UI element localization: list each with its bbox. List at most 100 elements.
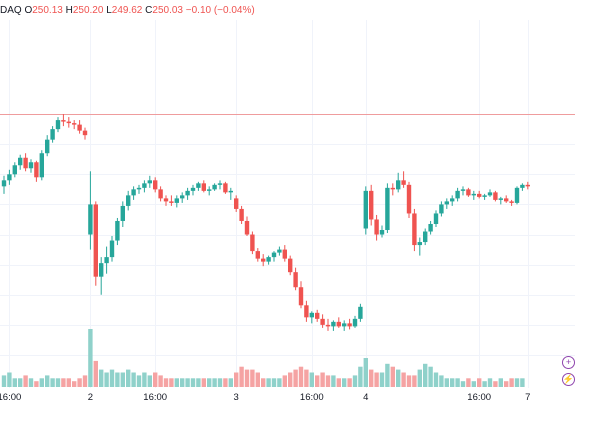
volume-bar [1,375,7,387]
volume-bar [336,378,341,387]
candle-body [104,257,109,264]
candle-body [282,249,287,259]
volume-bar [293,369,298,387]
candle-body [50,129,55,140]
volume-bar [428,366,433,387]
volume-bar [401,372,406,387]
candle-body [358,306,363,319]
candle-body [336,321,341,327]
volume-bar [482,381,487,387]
high-value: 250.20 [72,5,104,16]
candle-body [342,323,347,327]
candle-body [433,213,439,224]
volume-bar [234,372,239,387]
volume-bar [298,366,304,387]
volume-bar [55,378,61,387]
volume-bar [369,369,374,387]
volume-bar [423,363,428,387]
candle-body [126,195,131,206]
candle-body [277,249,282,253]
volume-bar [417,369,422,387]
volume-bar [406,375,412,387]
volume-bar [493,381,498,387]
candle-body [288,258,293,273]
time-axis-label: 7 [525,392,530,403]
volume-bar [212,378,217,387]
candle-body [147,180,152,184]
volume-bar [325,375,331,387]
volume-bar [271,378,277,387]
volume-bar [163,378,169,387]
volume-bar [347,378,352,387]
candle-body [325,324,331,327]
volume-bar [390,366,395,387]
volume-bar [50,378,55,387]
volume-bar [158,375,163,387]
volume-bar [7,372,12,387]
candle-body [331,321,336,327]
volume-bar [131,372,136,387]
volume-bar [115,372,120,387]
volume-bar [190,378,196,387]
candle-body [34,162,39,178]
candle-body [250,234,255,252]
candle-body [55,120,61,130]
time-axis-label: 3 [234,392,239,403]
candle-body [23,157,28,169]
volume-bar [374,372,379,387]
candle-body [369,190,374,220]
volume-bar [466,378,471,387]
candle-body [66,121,71,124]
volume-bar [99,369,104,387]
volume-bar [282,375,287,387]
time-axis-label: 16:00 [0,392,21,403]
volume-bar [120,372,125,387]
volume-bar [379,372,385,387]
lightning-icon[interactable]: ⚡ [562,373,575,386]
candle-body [347,323,352,327]
volume-bar [277,378,282,387]
candle-body [45,139,50,154]
volume-bar [174,378,179,387]
volume-bar [412,375,417,387]
candle-body [509,201,514,203]
volume-bar [45,375,50,387]
candle-body [201,183,206,191]
volume-bar [477,378,482,387]
volume-bar [223,378,228,387]
candle-body [120,205,125,221]
volume-bar [396,369,401,387]
open-value: 250.13 [32,5,63,16]
candle-body [7,174,12,181]
volume-bar [255,372,260,387]
volume-bar [142,372,147,387]
volume-bar [196,378,201,387]
volume-bar [498,378,503,387]
time-axis-label: 16:00 [467,392,491,403]
volume-bar [207,378,212,387]
candle-body [428,223,433,232]
volume-bar [250,369,255,387]
volume-bar [487,378,493,387]
volume-bar [180,378,185,387]
candle-body [234,198,239,209]
volume-bar [12,378,17,387]
ohlc-legend: DAQ O250.13 H250.20 L249.62 C250.03 −0.1… [0,5,255,16]
volume-bar [471,381,476,387]
candle-body [379,230,385,235]
candle-body [450,198,455,202]
volume-bar [304,369,309,387]
candle-body [39,153,44,178]
volume-bar [185,378,190,387]
volume-bar [228,378,233,387]
time-axis-label: 2 [88,392,93,403]
candle-body [190,187,196,191]
candle-body [28,162,34,169]
plus-icon[interactable]: + [562,356,575,369]
volume-bar [514,378,520,387]
volume-bar [320,372,325,387]
candle-body [271,252,277,258]
volume-bar [136,375,142,387]
volume-bar [109,369,115,387]
